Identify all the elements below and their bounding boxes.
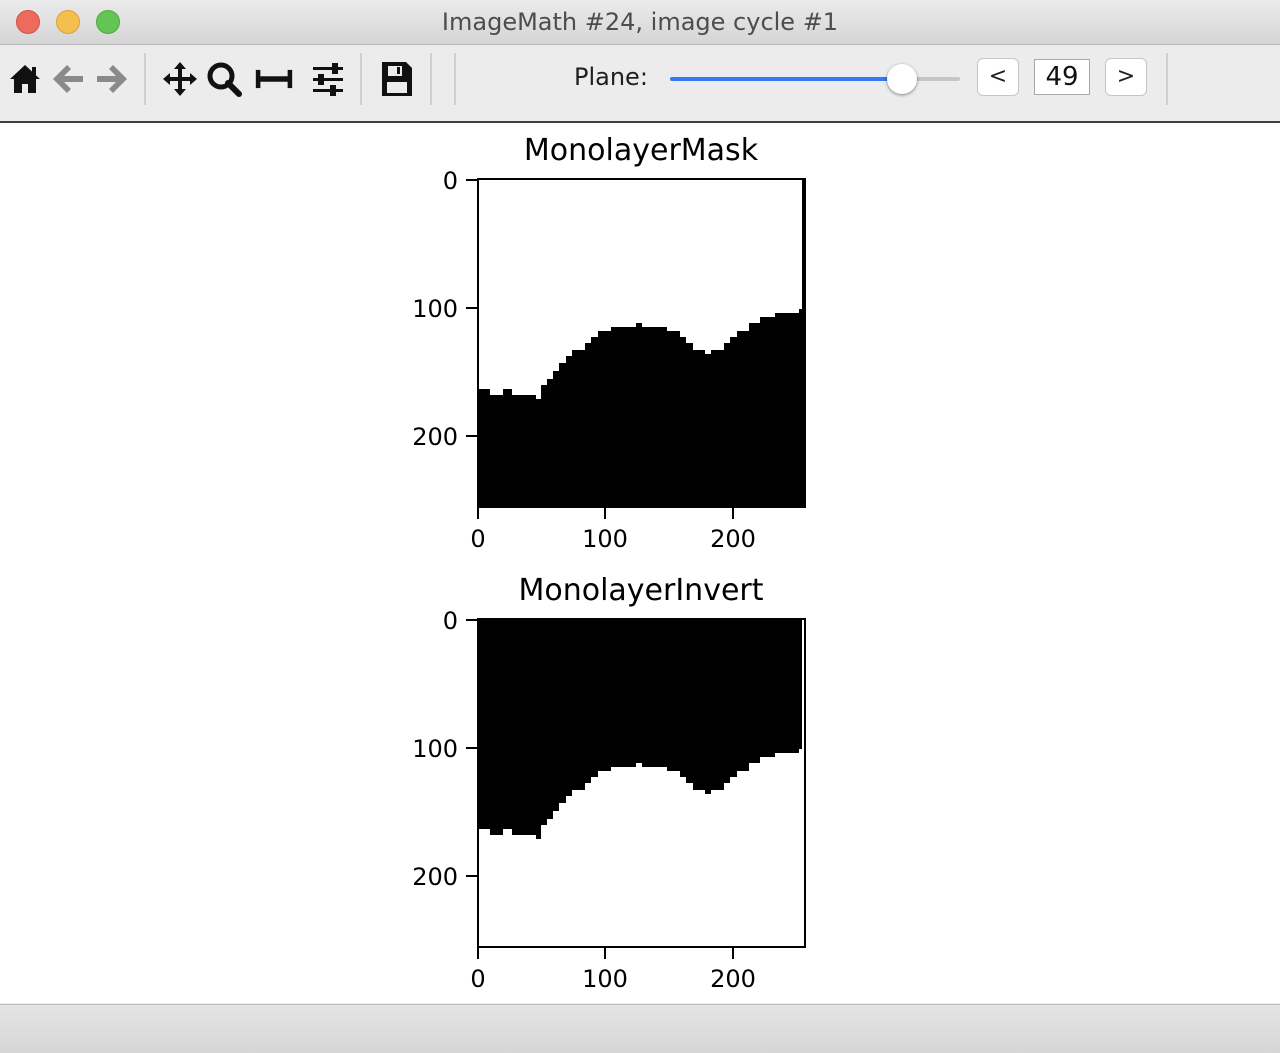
toolbar-separator xyxy=(360,53,362,105)
plane-slider[interactable] xyxy=(670,64,960,94)
zoom-button[interactable] xyxy=(204,59,244,99)
x-tick-label: 0 xyxy=(470,965,485,993)
save-icon xyxy=(382,62,412,96)
y-tick-label: 100 xyxy=(412,295,458,323)
toolbar-separator xyxy=(1166,53,1168,105)
forward-button[interactable] xyxy=(92,59,132,99)
zoom-icon xyxy=(207,62,242,97)
toolbar-separator xyxy=(144,53,146,105)
figure-canvas[interactable]: MonolayerMask 0 100 200 0 100 xyxy=(0,123,1280,1003)
home-button[interactable] xyxy=(5,59,45,99)
slider-fill xyxy=(670,77,902,81)
zoom-window-button[interactable] xyxy=(96,10,120,34)
plot-monolayer-mask: MonolayerMask 0 100 200 0 100 xyxy=(412,133,806,553)
back-button[interactable] xyxy=(48,59,88,99)
y-tick-label: 0 xyxy=(443,167,458,195)
minimize-window-button[interactable] xyxy=(56,10,80,34)
x-tick-label: 200 xyxy=(710,965,756,993)
status-bar xyxy=(0,1004,1280,1053)
y-tick-label: 100 xyxy=(412,735,458,763)
navigation-toolbar: Plane: < 49 > xyxy=(0,45,1280,123)
configure-sliders-icon xyxy=(313,63,343,96)
mask-region xyxy=(478,619,805,839)
home-icon xyxy=(10,65,40,93)
title-bar: ImageMath #24, image cycle #1 xyxy=(0,0,1280,45)
back-arrow-icon xyxy=(53,65,83,93)
window-title: ImageMath #24, image cycle #1 xyxy=(441,8,839,36)
toolbar-separator xyxy=(430,53,432,105)
x-tick-label: 100 xyxy=(582,525,628,553)
next-plane-button[interactable]: > xyxy=(1105,58,1147,96)
x-tick-label: 100 xyxy=(582,965,628,993)
plane-number-field[interactable]: 49 xyxy=(1034,59,1090,95)
pan-button[interactable] xyxy=(160,59,200,99)
previous-plane-button[interactable]: < xyxy=(977,58,1019,96)
toolbar-separator xyxy=(454,53,456,105)
y-axis: 0 100 200 xyxy=(412,167,478,451)
plot-frame xyxy=(477,178,806,508)
y-tick-label: 0 xyxy=(443,607,458,635)
y-axis: 0 100 200 xyxy=(412,607,478,891)
x-tick-label: 200 xyxy=(710,525,756,553)
y-tick-label: 200 xyxy=(412,863,458,891)
subplots-button[interactable] xyxy=(254,59,294,99)
x-axis: 0 100 200 xyxy=(470,947,756,993)
configure-button[interactable] xyxy=(308,59,348,99)
close-window-button[interactable] xyxy=(16,10,40,34)
plot-title: MonolayerInvert xyxy=(518,573,763,608)
plot-frame xyxy=(477,618,806,948)
x-axis: 0 100 200 xyxy=(470,507,756,553)
pan-icon xyxy=(163,62,197,96)
figure-svg: MonolayerMask 0 100 200 0 100 xyxy=(412,133,806,993)
x-tick-label: 0 xyxy=(470,525,485,553)
save-button[interactable] xyxy=(376,59,416,99)
slider-knob[interactable] xyxy=(887,64,917,94)
y-tick-label: 200 xyxy=(412,423,458,451)
plot-monolayer-invert: MonolayerInvert 0 100 200 0 10 xyxy=(412,573,806,993)
subplot-spacing-icon xyxy=(255,69,293,89)
forward-arrow-icon xyxy=(97,65,127,93)
mask-region xyxy=(478,179,805,507)
plot-title: MonolayerMask xyxy=(524,133,759,168)
plane-label: Plane: xyxy=(574,63,648,91)
